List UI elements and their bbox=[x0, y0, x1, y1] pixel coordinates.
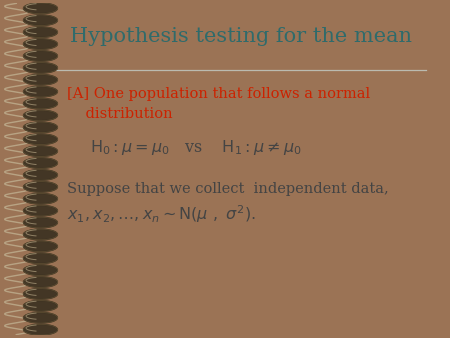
Polygon shape bbox=[23, 63, 58, 73]
Polygon shape bbox=[23, 289, 58, 299]
Text: $\mathrm{H}_0 : \mu = \mu_0$   vs    $\mathrm{H}_1: \mu \neq \mu_0$: $\mathrm{H}_0 : \mu = \mu_0$ vs $\mathrm… bbox=[90, 138, 301, 157]
Polygon shape bbox=[23, 229, 58, 240]
Polygon shape bbox=[23, 27, 58, 38]
Polygon shape bbox=[23, 312, 58, 323]
Polygon shape bbox=[23, 122, 58, 132]
Polygon shape bbox=[23, 324, 58, 335]
Polygon shape bbox=[23, 170, 58, 180]
Polygon shape bbox=[23, 217, 58, 228]
Polygon shape bbox=[23, 146, 58, 156]
Polygon shape bbox=[23, 86, 58, 97]
Polygon shape bbox=[23, 110, 58, 121]
Polygon shape bbox=[23, 277, 58, 287]
Polygon shape bbox=[23, 206, 58, 216]
Polygon shape bbox=[23, 265, 58, 275]
Polygon shape bbox=[23, 253, 58, 264]
Polygon shape bbox=[23, 15, 58, 26]
Polygon shape bbox=[23, 98, 58, 109]
Polygon shape bbox=[23, 182, 58, 192]
Text: Suppose that we collect  independent data,: Suppose that we collect independent data… bbox=[67, 182, 389, 196]
Text: distribution: distribution bbox=[67, 107, 172, 121]
Polygon shape bbox=[23, 3, 58, 14]
Polygon shape bbox=[23, 193, 58, 204]
Polygon shape bbox=[23, 300, 58, 311]
Polygon shape bbox=[23, 134, 58, 145]
Text: [A] One population that follows a normal: [A] One population that follows a normal bbox=[67, 88, 370, 101]
Polygon shape bbox=[23, 74, 58, 85]
Text: $x_1, x_2, \ldots, x_n \sim \mathrm{N}(\mu\ ,\ \sigma^2).$: $x_1, x_2, \ldots, x_n \sim \mathrm{N}(\… bbox=[67, 203, 256, 224]
Text: Hypothesis testing for the mean: Hypothesis testing for the mean bbox=[70, 27, 412, 46]
Polygon shape bbox=[23, 158, 58, 168]
Polygon shape bbox=[23, 39, 58, 49]
Polygon shape bbox=[23, 51, 58, 61]
Polygon shape bbox=[23, 241, 58, 252]
